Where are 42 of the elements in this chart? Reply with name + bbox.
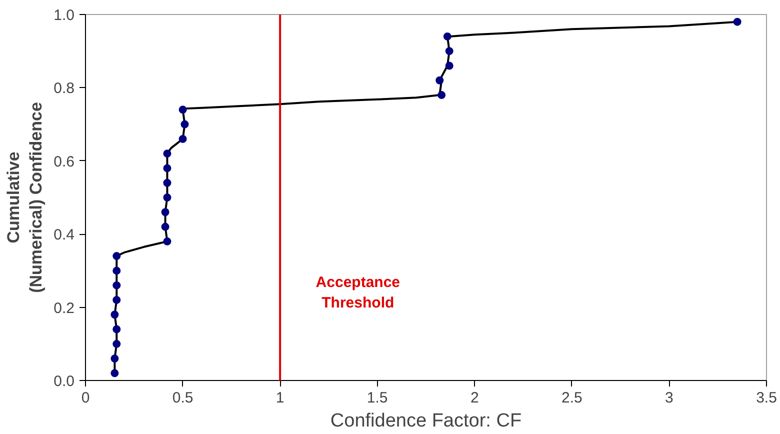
point — [436, 76, 444, 84]
point — [112, 296, 121, 304]
point — [445, 62, 454, 70]
x-tick-label: 3 — [665, 390, 674, 406]
point — [163, 150, 172, 158]
x-tick-label: 2 — [470, 390, 479, 406]
ref-line-label: Acceptance Threshold — [316, 274, 400, 312]
point — [112, 340, 121, 348]
x-tick-label: 2.5 — [562, 390, 582, 406]
x-tick-label: 0.5 — [172, 390, 194, 406]
point — [161, 208, 170, 216]
y-tick-label: 0.6 — [54, 153, 75, 170]
point — [112, 252, 121, 260]
point — [178, 134, 187, 143]
x-tick-label: 1 — [276, 390, 284, 406]
y-tick-label: 0.4 — [54, 226, 75, 244]
point — [733, 18, 742, 26]
x-tick-label: 0 — [81, 390, 90, 406]
point — [163, 194, 172, 202]
point — [163, 164, 172, 172]
point — [110, 369, 119, 378]
point — [445, 47, 454, 56]
point — [110, 354, 119, 363]
x-tick-label: 1.5 — [366, 390, 388, 406]
point — [438, 91, 446, 100]
point — [112, 266, 121, 275]
point — [443, 32, 452, 40]
x-axis-title: Confidence Factor: CF — [330, 410, 522, 432]
point — [112, 281, 121, 290]
y-axis-title: Cumulative (Numerical) Confidence — [4, 102, 46, 293]
point — [161, 222, 170, 231]
y-tick-label: 1.0 — [54, 7, 75, 24]
point — [178, 106, 187, 114]
x-tick-label: 3.5 — [756, 390, 777, 406]
point — [110, 310, 119, 319]
point — [163, 178, 172, 187]
y-tick-label: 0.2 — [54, 300, 75, 317]
y-tick-label: 0.8 — [54, 80, 75, 98]
point — [163, 237, 172, 246]
point — [112, 325, 121, 334]
point — [180, 120, 189, 128]
y-tick-label: 0.0 — [54, 373, 75, 390]
